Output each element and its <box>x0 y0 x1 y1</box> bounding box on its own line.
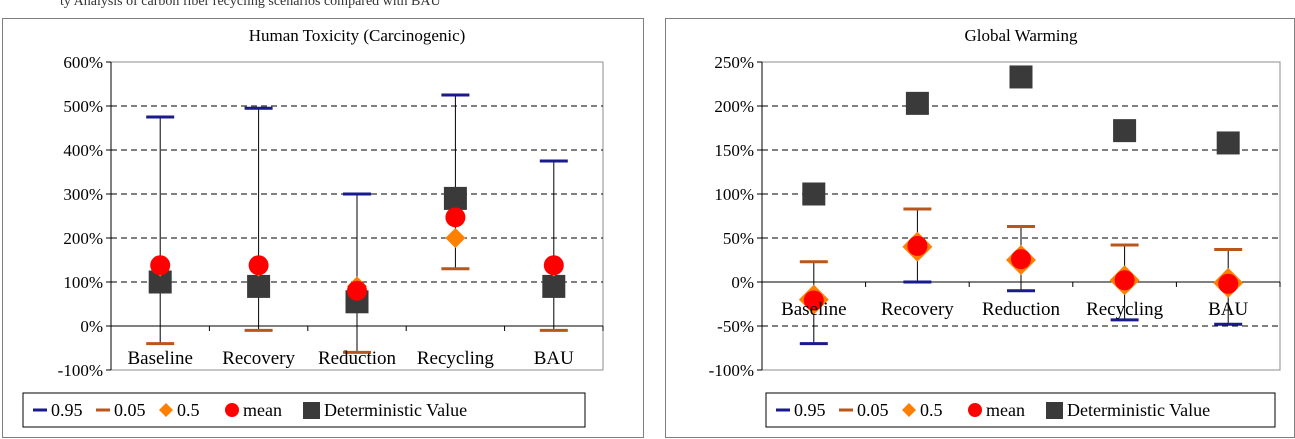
y-tick-label: 300% <box>63 185 103 204</box>
legend-label: 0.5 <box>177 400 200 420</box>
legend-label: 0.05 <box>114 400 146 420</box>
y-tick-label: 100% <box>63 273 103 292</box>
y-tick-label: 0% <box>731 273 754 292</box>
point-deterministic <box>1216 131 1240 155</box>
x-category-label: BAU <box>1208 299 1248 320</box>
y-tick-label: 50% <box>723 229 754 248</box>
y-tick-label: 400% <box>63 141 103 160</box>
legend-label: Deterministic Value <box>324 400 467 420</box>
legend-label: 0.95 <box>794 400 826 420</box>
y-tick-label: 150% <box>714 141 754 160</box>
y-tick-label: -50% <box>717 317 754 336</box>
legend-label: Deterministic Value <box>1067 400 1210 420</box>
y-tick-label: 500% <box>63 97 103 116</box>
y-tick-label: 0% <box>80 317 103 336</box>
y-tick-label: 200% <box>63 229 103 248</box>
chart-title: Global Warming <box>964 26 1078 45</box>
y-tick-label: 600% <box>63 53 103 72</box>
x-category-label: Baseline <box>127 348 192 369</box>
x-category-label: Baseline <box>781 299 846 320</box>
global-warming-chart: Global Warming -100% -50% 0% 50% 100% 150% 200%… <box>665 18 1295 438</box>
point-mean <box>347 280 367 301</box>
legend-icon-median <box>902 403 916 417</box>
y-tick-label: 100% <box>714 185 754 204</box>
point-deterministic <box>1009 65 1033 89</box>
x-category-label: Recovery <box>222 348 295 369</box>
y-tick-label: 250% <box>714 53 754 72</box>
point-deterministic <box>1113 119 1137 143</box>
legend-label: 0.05 <box>857 400 889 420</box>
point-mean <box>543 255 564 276</box>
legend-icon-median <box>159 403 173 417</box>
x-category-label: BAU <box>534 348 574 369</box>
point-deterministic <box>443 186 467 210</box>
x-category-label: Reduction <box>982 299 1061 320</box>
x-category-label: Reduction <box>318 348 397 369</box>
point-deterministic <box>542 274 566 298</box>
y-tick-label: -100% <box>58 361 103 380</box>
x-category-label: Recycling <box>417 348 495 369</box>
page-header-text: ty Analysis of carbon fiber recycling sc… <box>60 0 441 9</box>
point-mean <box>150 255 171 276</box>
x-category-label: Recovery <box>881 299 954 320</box>
point-mean <box>1114 270 1135 291</box>
y-tick-label: -100% <box>709 361 754 380</box>
point-median <box>445 228 466 248</box>
legend-icon-mean <box>968 403 982 417</box>
point-mean <box>1218 273 1239 294</box>
point-mean <box>907 235 928 256</box>
human-toxicity-chart-svg: Human Toxicity (Carcinogenic) -100% 0% 100%… <box>22 26 604 428</box>
legend-icon-deterministic <box>303 402 320 419</box>
legend-label: mean <box>986 400 1025 420</box>
point-mean <box>248 255 269 276</box>
plot-area <box>761 61 1281 371</box>
point-deterministic <box>905 91 929 115</box>
legend-icon-deterministic <box>1046 402 1063 419</box>
global-warming-chart-svg: Global Warming -100% -50% 0% 50% 100% 150% 200%… <box>709 26 1281 428</box>
y-tick-label: 200% <box>714 97 754 116</box>
point-deterministic <box>247 274 271 298</box>
legend-label: mean <box>243 400 282 420</box>
legend-icon-mean <box>225 403 239 417</box>
point-deterministic <box>148 270 172 294</box>
legend-label: 0.5 <box>920 400 943 420</box>
x-category-label: Recycling <box>1086 299 1164 320</box>
point-deterministic <box>802 182 826 206</box>
point-mean <box>803 290 824 311</box>
point-mean <box>445 207 466 228</box>
legend-label: 0.95 <box>51 400 83 420</box>
page-header-fragment: ty Analysis of carbon fiber recycling sc… <box>0 0 1295 14</box>
human-toxicity-chart: Human Toxicity (Carcinogenic) -100% 0% 100%… <box>2 18 644 438</box>
chart-title: Human Toxicity (Carcinogenic) <box>249 26 466 45</box>
point-mean <box>1011 249 1031 270</box>
